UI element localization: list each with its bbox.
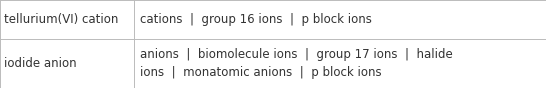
Bar	[0, 39, 546, 88]
Bar	[0, 0, 546, 39]
Text: cations  |  group 16 ions  |  p block ions: cations | group 16 ions | p block ions	[140, 13, 372, 26]
Text: tellurium(VI) cation: tellurium(VI) cation	[4, 13, 118, 26]
Text: iodide anion: iodide anion	[4, 57, 77, 70]
Text: anions  |  biomolecule ions  |  group 17 ions  |  halide
ions  |  monatomic anio: anions | biomolecule ions | group 17 ion…	[140, 48, 453, 79]
